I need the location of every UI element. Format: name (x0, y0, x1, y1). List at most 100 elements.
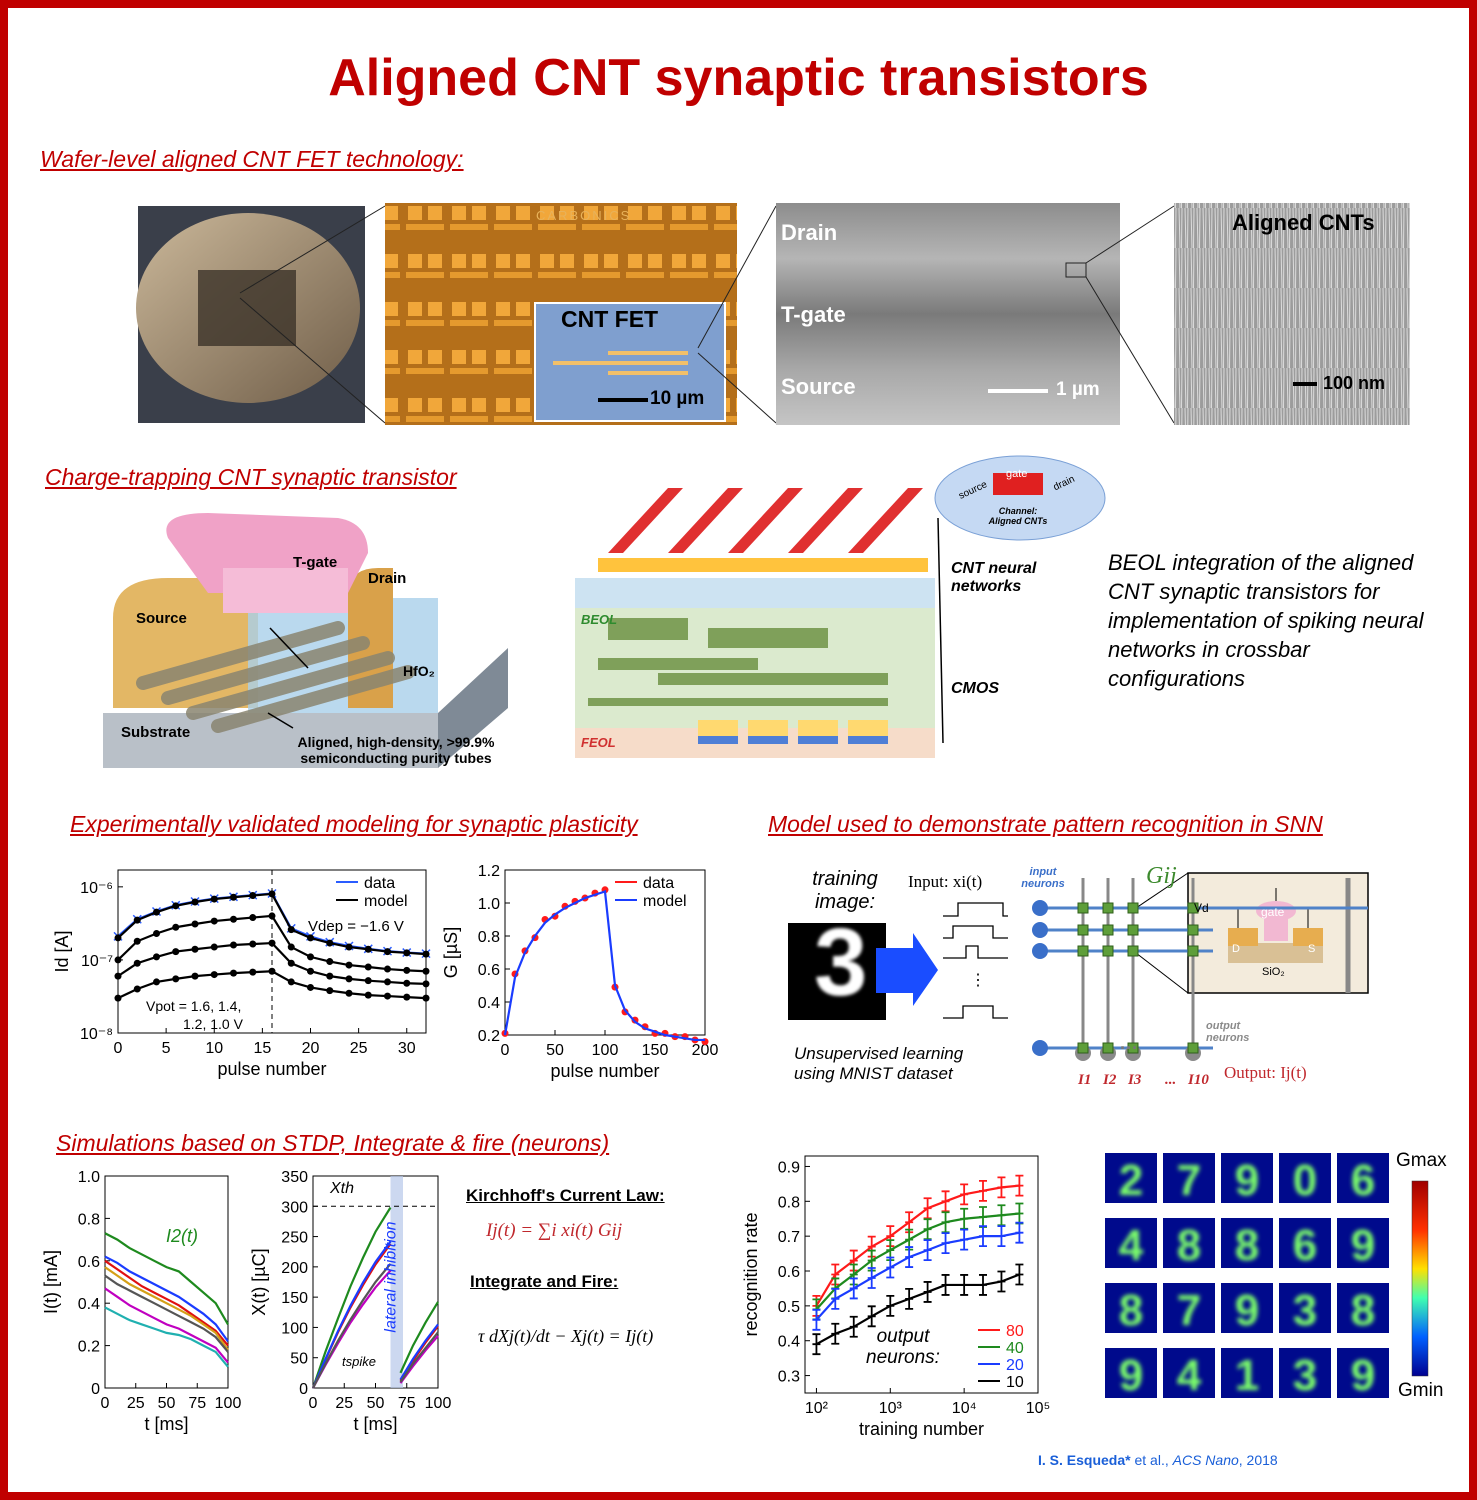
synapse (1127, 902, 1139, 914)
x-tick-label: 5 (162, 1040, 171, 1057)
data-point (905, 1211, 914, 1234)
y-tick-label: 200 (281, 1260, 308, 1277)
data-point (384, 978, 391, 986)
data-point (249, 892, 257, 900)
x-tick-label: 25 (335, 1395, 353, 1412)
data-point (886, 1239, 895, 1261)
weights-colorbar (1411, 1180, 1429, 1377)
data-point (422, 967, 430, 975)
synapse (1187, 924, 1199, 936)
data-point (268, 967, 276, 975)
scale-bar (1293, 382, 1317, 386)
data-point (997, 1204, 1006, 1227)
input-neuron (1032, 900, 1048, 916)
weight-digit: 3 (1293, 1351, 1317, 1400)
data-point (364, 963, 372, 971)
equation-title: Integrate and Fire: (470, 1272, 619, 1291)
series-line (311, 1240, 439, 1389)
x-tick-label: 0 (501, 1042, 510, 1059)
data-point (923, 1281, 932, 1303)
synapse (1102, 1042, 1114, 1054)
label: SiO₂ (1262, 966, 1285, 978)
label: Source (136, 610, 187, 627)
equation: Ij(t) = ∑i xi(t) Gij (486, 1220, 623, 1241)
data-point (1015, 1221, 1024, 1244)
data-point (978, 1179, 987, 1202)
data-point (307, 934, 314, 942)
synapse (1127, 1042, 1139, 1054)
colorbar-label: Gmax (1396, 1150, 1447, 1171)
weight-map (1337, 1283, 1389, 1333)
data-point (114, 934, 122, 942)
label: 100 nm (1323, 373, 1386, 393)
x-tick-label: 100 (425, 1395, 452, 1412)
y-axis-label: I(t) [mA] (41, 1250, 61, 1314)
weight-map (1163, 1283, 1215, 1333)
data-point (133, 937, 141, 945)
data-point (345, 975, 353, 983)
data-point (867, 1235, 876, 1258)
sem-image (776, 203, 1120, 425)
series-line (312, 1263, 439, 1389)
legend-label: 10 (1006, 1374, 1024, 1391)
series-line (117, 970, 427, 1000)
weight-map (1105, 1348, 1157, 1398)
description: BEOL integration of the aligned CNT syna… (1108, 550, 1424, 691)
weight-digit: 8 (1235, 1221, 1259, 1270)
label: D (1232, 943, 1240, 955)
data-point (422, 980, 430, 988)
data-point (268, 912, 276, 920)
data-point (114, 994, 122, 1002)
label: CNT FET (561, 306, 659, 332)
x-tick-label: 10⁴ (952, 1400, 977, 1417)
zoom-line (239, 205, 386, 424)
data-point (941, 1232, 950, 1255)
data-point (867, 1249, 876, 1272)
data-point (1015, 1263, 1024, 1286)
section-heading: Wafer-level aligned CNT FET technology: (40, 146, 464, 172)
weight-digit: 9 (1351, 1221, 1375, 1270)
data-point (812, 1308, 821, 1331)
data-point (978, 1274, 987, 1296)
data-point (886, 1294, 895, 1317)
synapse (1127, 945, 1139, 957)
data-point (287, 978, 295, 986)
section-heading: Simulations based on STDP, Integrate & f… (56, 1130, 610, 1156)
x-tick-label: 0 (309, 1395, 318, 1412)
label: S (1308, 943, 1316, 955)
data-point (230, 915, 237, 923)
synapse (1187, 902, 1199, 914)
y-tick-label: 1.0 (478, 896, 500, 913)
data-point (230, 941, 237, 949)
data-point (941, 1211, 950, 1234)
input-neuron (1032, 943, 1048, 959)
weight-map (1105, 1218, 1157, 1268)
integration-diagram (575, 455, 1106, 758)
synapse (1077, 945, 1089, 957)
label: CNT neural networks (951, 560, 1037, 595)
series-line (104, 1266, 229, 1351)
label: 1 µm (1056, 379, 1100, 400)
synapse (1127, 924, 1139, 936)
legend-label: data (364, 875, 395, 892)
snn-diagram (788, 872, 1369, 1061)
label: gate (1261, 905, 1285, 919)
annotation: output neurons: (866, 1326, 940, 1368)
weight-map (1337, 1218, 1389, 1268)
weight-digit: 9 (1235, 1156, 1259, 1205)
data-point (812, 1333, 821, 1356)
data-point (133, 959, 141, 967)
y-tick-label: 0 (299, 1381, 308, 1398)
weight-digit: 8 (1177, 1221, 1201, 1270)
label: CMOS (951, 680, 999, 697)
x-tick-label: 50 (158, 1395, 176, 1412)
series-line (815, 1184, 1020, 1307)
data-point (867, 1267, 876, 1289)
data-point (326, 972, 334, 980)
x-tick-label: 100 (592, 1042, 619, 1059)
y-tick-label: 0 (91, 1381, 100, 1398)
data-point (172, 923, 180, 931)
fet-fingers (553, 351, 688, 375)
data-point (191, 945, 199, 953)
